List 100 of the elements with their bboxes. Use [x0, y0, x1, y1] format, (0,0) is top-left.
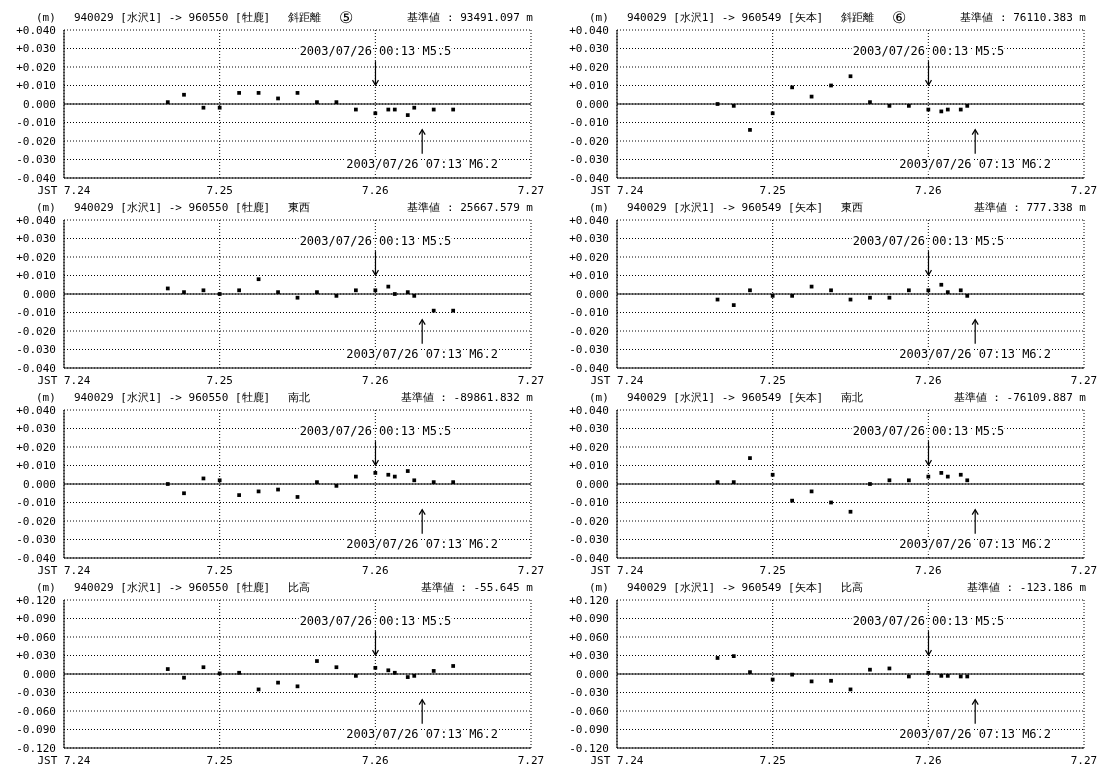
y-tick-label: +0.090 [569, 612, 609, 626]
x-tick-label: JST 7.24 [37, 373, 91, 387]
y-tick-label: -0.040 [16, 551, 56, 565]
y-tick-label: 0.000 [575, 667, 609, 681]
x-tick-label: JST 7.24 [37, 753, 91, 767]
text: ⑥ [892, 7, 907, 27]
y-tick-label: -0.030 [569, 343, 609, 357]
y-tick-label: -0.020 [16, 514, 56, 528]
y-axis-title: (m) [36, 10, 56, 24]
y-tick-label: -0.020 [569, 324, 609, 338]
y-tick-label: -0.040 [16, 171, 56, 185]
x-tick-label: 7.26 [362, 183, 389, 197]
y-tick-label: +0.030 [569, 649, 609, 663]
y-tick-label: -0.020 [16, 134, 56, 148]
x-tick-label: 7.26 [915, 183, 942, 197]
x-tick-label: 7.26 [362, 563, 389, 577]
y-tick-label: +0.060 [569, 630, 609, 644]
text: 基準値 : 76110.383 m [960, 9, 1086, 25]
annotation: 2003/07/26 07:13 M6.2 [346, 346, 499, 361]
y-tick-label: -0.060 [569, 704, 609, 718]
y-tick-label: +0.020 [16, 60, 56, 74]
annotation: 2003/07/26 00:13 M5.5 [299, 44, 452, 59]
x-tick-label: 7.27 [517, 183, 545, 197]
y-tick-label: -0.030 [16, 686, 56, 700]
y-tick-label: +0.010 [569, 79, 609, 93]
x-tick-label: 7.25 [206, 373, 233, 387]
y-tick-label: +0.120 [569, 593, 609, 607]
y-tick-label: +0.030 [569, 42, 609, 56]
x-tick-label: 7.26 [915, 753, 942, 767]
x-tick-label: 7.25 [759, 183, 786, 197]
y-tick-label: -0.020 [569, 134, 609, 148]
y-tick-label: -0.010 [16, 116, 56, 130]
y-tick-label: -0.010 [569, 116, 609, 130]
y-axis-title: (m) [36, 200, 56, 214]
y-tick-label: +0.040 [569, 23, 609, 37]
x-tick-label: 7.26 [362, 753, 389, 767]
y-tick-label: +0.010 [569, 269, 609, 283]
annotation: 2003/07/26 07:13 M6.2 [899, 726, 1052, 741]
y-tick-label: -0.030 [569, 533, 609, 547]
y-tick-label: +0.040 [569, 213, 609, 227]
text: 基準値 : 777.338 m [973, 199, 1086, 215]
x-tick-label: 7.27 [517, 753, 545, 767]
y-tick-label: 0.000 [22, 287, 56, 301]
y-tick-label: -0.030 [16, 153, 56, 167]
y-tick-label: +0.010 [16, 79, 56, 93]
x-tick-label: 7.25 [206, 183, 233, 197]
y-tick-label: -0.010 [569, 306, 609, 320]
y-tick-label: -0.020 [16, 324, 56, 338]
text: 基準値 : -89861.832 m [400, 389, 533, 405]
y-axis-title: (m) [589, 10, 609, 24]
y-tick-label: -0.040 [569, 551, 609, 565]
annotation: 2003/07/26 07:13 M6.2 [899, 346, 1052, 361]
annotation: 2003/07/26 07:13 M6.2 [346, 156, 499, 171]
y-tick-label: +0.020 [569, 250, 609, 264]
chart-subtitle: 比高 [288, 579, 311, 595]
y-tick-label: +0.120 [16, 593, 56, 607]
y-tick-label: -0.090 [569, 723, 609, 737]
x-tick-label: 7.27 [517, 373, 545, 387]
x-tick-label: 7.26 [362, 373, 389, 387]
annotation: 2003/07/26 00:13 M5.5 [299, 234, 452, 249]
y-tick-label: -0.010 [16, 306, 56, 320]
y-tick-label: +0.020 [569, 60, 609, 74]
y-tick-label: 0.000 [22, 97, 56, 111]
annotation: 2003/07/26 07:13 M6.2 [346, 726, 499, 741]
y-tick-label: +0.040 [16, 23, 56, 37]
x-tick-label: 7.25 [206, 563, 233, 577]
text: ⑤ [339, 7, 354, 27]
chart-subtitle: 比高 [841, 579, 864, 595]
chart-title: 940029 [水沢1] -> 960550 [牡鹿] [73, 389, 271, 405]
y-tick-label: -0.090 [16, 723, 56, 737]
y-tick-label: -0.030 [569, 153, 609, 167]
y-tick-label: +0.020 [16, 440, 56, 454]
x-tick-label: 7.27 [517, 563, 545, 577]
y-axis-title: (m) [589, 390, 609, 404]
y-tick-label: +0.010 [16, 459, 56, 473]
chart-title: 940029 [水沢1] -> 960550 [牡鹿] [73, 579, 271, 595]
y-tick-label: -0.010 [16, 496, 56, 510]
x-tick-label: 7.27 [1070, 753, 1098, 767]
y-tick-label: -0.020 [569, 514, 609, 528]
x-tick-label: 7.25 [759, 563, 786, 577]
y-tick-label: -0.120 [16, 741, 56, 755]
y-tick-label: +0.030 [16, 232, 56, 246]
annotation: 2003/07/26 00:13 M5.5 [852, 234, 1005, 249]
x-tick-label: 7.25 [759, 373, 786, 387]
x-tick-label: JST 7.24 [590, 563, 644, 577]
text: 基準値 : 93491.097 m [407, 9, 533, 25]
x-tick-label: 7.27 [1070, 183, 1098, 197]
y-tick-label: -0.030 [569, 686, 609, 700]
y-tick-label: +0.030 [16, 422, 56, 436]
chart-subtitle: 南北 [288, 389, 311, 405]
x-tick-label: JST 7.24 [37, 563, 91, 577]
text: 基準値 : -76109.887 m [953, 389, 1086, 405]
x-tick-label: 7.25 [759, 753, 786, 767]
chart-title: 940029 [水沢1] -> 960549 [矢本] [626, 389, 824, 405]
y-tick-label: -0.060 [16, 704, 56, 718]
y-tick-label: 0.000 [22, 477, 56, 491]
y-tick-label: +0.010 [569, 459, 609, 473]
y-tick-label: -0.040 [569, 361, 609, 375]
y-tick-label: 0.000 [22, 667, 56, 681]
y-tick-label: +0.060 [16, 630, 56, 644]
